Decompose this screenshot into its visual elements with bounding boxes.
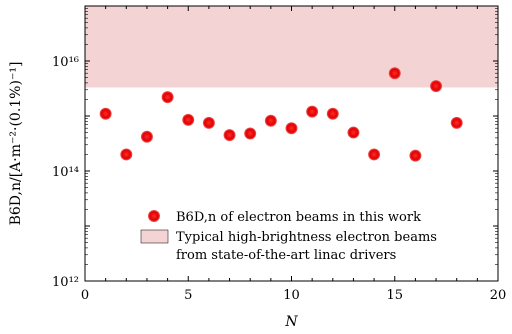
y-tick-label: 10¹² xyxy=(52,275,79,290)
data-points xyxy=(99,67,463,162)
data-point xyxy=(99,107,112,120)
data-point xyxy=(182,113,195,126)
legend-label-band-line1: Typical high-brightness electron beams xyxy=(176,230,437,245)
y-ticks: 10¹² 10¹⁴ 10¹⁶ xyxy=(52,5,498,290)
data-point xyxy=(388,67,401,80)
x-tick-label: 10 xyxy=(283,288,300,303)
data-point xyxy=(140,130,153,143)
data-point xyxy=(450,116,463,129)
x-tick-label: 20 xyxy=(490,288,507,303)
data-point xyxy=(264,114,277,127)
legend: B6D,n of electron beams in this work Typ… xyxy=(140,210,437,263)
data-point xyxy=(409,149,422,162)
y-axis-label: B6D,n/[A·m⁻²·(0.1%)⁻¹] xyxy=(8,62,24,226)
legend-label-band-line2: from state-of-the-art linac drivers xyxy=(176,248,396,263)
data-point xyxy=(368,148,381,161)
data-point xyxy=(161,91,174,104)
legend-marker-band xyxy=(140,229,169,244)
data-point xyxy=(285,122,298,135)
brightness-band xyxy=(85,6,498,88)
data-point xyxy=(347,126,360,139)
data-point xyxy=(202,116,215,129)
legend-label-series: B6D,n of electron beams in this work xyxy=(176,210,421,225)
data-point xyxy=(430,80,443,93)
data-point xyxy=(326,107,339,120)
data-point xyxy=(223,129,236,142)
x-tick-label: 15 xyxy=(386,288,403,303)
x-ticks: 0 5 10 15 20 xyxy=(81,6,506,303)
y-tick-label: 10¹⁴ xyxy=(52,165,79,180)
legend-marker-dot xyxy=(148,210,160,222)
x-axis-label: N xyxy=(284,314,298,330)
data-point xyxy=(244,127,257,140)
data-point xyxy=(306,105,319,118)
y-tick-label: 10¹⁶ xyxy=(52,55,79,70)
x-tick-label: 5 xyxy=(184,288,192,303)
data-point xyxy=(120,148,133,161)
x-tick-label: 0 xyxy=(81,288,89,303)
